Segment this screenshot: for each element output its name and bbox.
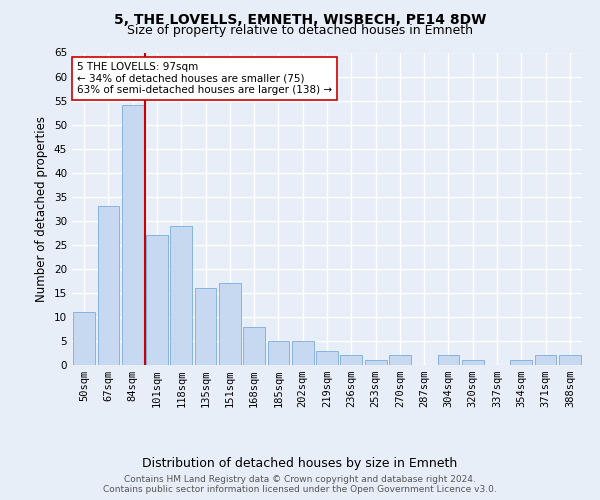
- Bar: [437, 356, 460, 365]
- Bar: [535, 356, 556, 365]
- Text: Distribution of detached houses by size in Emneth: Distribution of detached houses by size …: [142, 458, 458, 470]
- Bar: [316, 350, 338, 365]
- Bar: [194, 288, 217, 365]
- Bar: [219, 284, 241, 365]
- Bar: [243, 326, 265, 365]
- Bar: [340, 356, 362, 365]
- Bar: [73, 312, 95, 365]
- Y-axis label: Number of detached properties: Number of detached properties: [35, 116, 49, 302]
- Bar: [462, 360, 484, 365]
- Bar: [170, 226, 192, 365]
- Bar: [146, 235, 168, 365]
- Bar: [365, 360, 386, 365]
- Bar: [389, 356, 411, 365]
- Text: 5 THE LOVELLS: 97sqm
← 34% of detached houses are smaller (75)
63% of semi-detac: 5 THE LOVELLS: 97sqm ← 34% of detached h…: [77, 62, 332, 95]
- Bar: [97, 206, 119, 365]
- Text: Size of property relative to detached houses in Emneth: Size of property relative to detached ho…: [127, 24, 473, 37]
- Bar: [268, 341, 289, 365]
- Text: 5, THE LOVELLS, EMNETH, WISBECH, PE14 8DW: 5, THE LOVELLS, EMNETH, WISBECH, PE14 8D…: [114, 12, 486, 26]
- Bar: [559, 356, 581, 365]
- Bar: [511, 360, 532, 365]
- Bar: [292, 341, 314, 365]
- Text: Contains HM Land Registry data © Crown copyright and database right 2024.
Contai: Contains HM Land Registry data © Crown c…: [103, 474, 497, 494]
- Bar: [122, 106, 143, 365]
